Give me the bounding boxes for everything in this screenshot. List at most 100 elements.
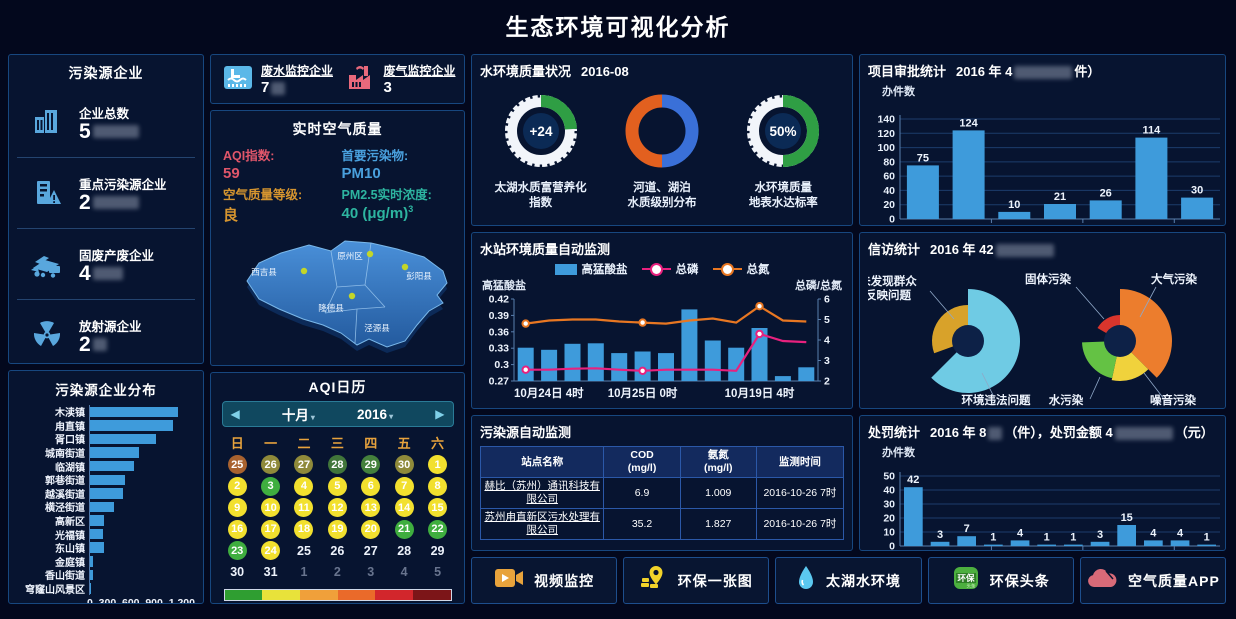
redacted-value xyxy=(92,196,139,210)
site-name-link[interactable]: 赫比（苏州）通讯科技有限公司 xyxy=(484,480,600,505)
taihu-water-button[interactable]: 太湖水环境 xyxy=(775,557,922,604)
district-label: 隆德县 xyxy=(318,303,344,313)
calendar-day[interactable]: 29 xyxy=(354,454,387,476)
district-map[interactable]: 原州区 西吉县 彭阳县 隆德县 泾源县 xyxy=(219,229,456,360)
stat-row-solid-waste: 固废产废企业 4 xyxy=(17,229,195,300)
bar xyxy=(798,367,815,381)
map-marker-dot[interactable] xyxy=(300,267,308,275)
calendar-day[interactable]: 1 xyxy=(300,565,308,580)
year-select[interactable]: 2016 ▾ xyxy=(357,406,394,422)
calendar-day[interactable]: 27 xyxy=(363,543,378,558)
calendar-grid: 日一二三四五六 25 26 27 28 29 30 1 2 3 4 5 6 7 8 9 10 11 12 13 14 15… xyxy=(221,431,455,583)
district-label: 泾源县 xyxy=(364,323,390,333)
district-label: 彭阳县 xyxy=(406,271,432,281)
air-quality-app-button[interactable]: 空气质量APP xyxy=(1079,557,1227,604)
svg-text:1: 1 xyxy=(990,532,996,544)
next-month-arrow[interactable]: ▶ xyxy=(435,407,445,421)
calendar-day[interactable]: 27 xyxy=(287,454,320,476)
panel-title: 水站环境质量自动监测 xyxy=(480,242,611,257)
gauge-label: 水环境质量 地表水达标率 xyxy=(748,182,818,209)
bar xyxy=(541,349,558,381)
calendar-day[interactable]: 17 xyxy=(254,519,287,541)
calendar-day[interactable]: 9 xyxy=(221,497,254,519)
right-axis-name: 总磷/总氮 xyxy=(794,280,842,292)
panel-title: 处罚统计 2016 年 8 （件），处罚金额 4 （元） xyxy=(868,425,1214,441)
calendar-day[interactable]: 13 xyxy=(354,497,387,519)
map-marker-dot[interactable] xyxy=(401,263,409,271)
bar xyxy=(1044,204,1076,219)
calendar-day[interactable]: 15 xyxy=(421,497,454,519)
calendar-day[interactable]: 16 xyxy=(221,519,254,541)
bar xyxy=(90,420,173,431)
calendar-day[interactable]: 24 xyxy=(254,540,287,562)
svg-text:4: 4 xyxy=(1150,527,1157,539)
panel-title: 污染源自动监测 xyxy=(480,425,572,440)
redacted-value xyxy=(92,125,139,139)
calendar-day[interactable]: 4 xyxy=(400,565,408,580)
bar xyxy=(904,487,923,546)
calendar-day[interactable]: 30 xyxy=(387,454,420,476)
calendar-day[interactable]: 21 xyxy=(387,519,420,541)
calendar-day[interactable]: 31 xyxy=(263,565,278,580)
calendar-day[interactable]: 22 xyxy=(421,519,454,541)
svg-text:20: 20 xyxy=(883,513,895,525)
legend-item[interactable]: 总氮 xyxy=(712,261,770,277)
legend-label: 优 xyxy=(224,603,262,604)
prev-month-arrow[interactable]: ◀ xyxy=(230,407,240,421)
calendar-day[interactable]: 20 xyxy=(354,519,387,541)
calendar-day[interactable]: 2 xyxy=(333,565,341,580)
calendar-day[interactable]: 28 xyxy=(397,543,412,558)
calendar-day[interactable]: 4 xyxy=(287,476,320,498)
svg-text:噪音污染: 噪音污染 xyxy=(1150,393,1196,407)
calendar-day[interactable]: 8 xyxy=(421,476,454,498)
bar xyxy=(984,544,1003,546)
calendar-day[interactable]: 25 xyxy=(297,543,311,558)
y-axis-label: 办件数 xyxy=(882,447,915,459)
distribution-chart: 木渎镇 甪直镇 胥口镇 城南街道 临湖镇 郭巷街道 越溪街道 横泾街道 高新区 … xyxy=(17,403,195,603)
bar xyxy=(564,343,581,381)
legend-item[interactable]: 高猛酸盐 xyxy=(554,261,628,277)
svg-text:140: 140 xyxy=(877,114,895,126)
water-quality-gauges: +24 太湖水质富营养化 指数 河道、湖泊 水质级别分布 50% 水环境质量 地表水达标率 xyxy=(480,83,844,211)
svg-text:环境违法问题: 环境违法问题 xyxy=(962,393,1031,407)
page-title: 生态环境可视化分析 xyxy=(505,14,731,40)
aqi-legend: 优良轻度中度重度严重 xyxy=(223,589,452,604)
page-header: 生态环境可视化分析 xyxy=(0,0,1236,50)
water-station-panel: 水站环境质量自动监测 高猛酸盐 总磷 总氮 高猛酸盐 总磷/总氮 0.27 0.3 0.… xyxy=(471,232,853,409)
calendar-day[interactable]: 25 xyxy=(221,454,254,476)
stat-label: 放射源企业 xyxy=(79,319,142,334)
svg-text:120: 120 xyxy=(877,128,895,140)
env-map-button[interactable]: 环保一张图 xyxy=(623,557,770,604)
env-headline-button[interactable]: 环保 头条 环保头条 xyxy=(927,557,1074,604)
legend-item[interactable]: 总磷 xyxy=(641,261,699,277)
calendar-day[interactable]: 7 xyxy=(387,476,420,498)
calendar-day[interactable]: 29 xyxy=(430,543,445,558)
calendar-day[interactable]: 18 xyxy=(287,519,320,541)
day-header: 二 xyxy=(297,436,311,451)
calendar-day[interactable]: 30 xyxy=(230,565,245,580)
calendar-day[interactable]: 26 xyxy=(330,543,345,558)
calendar-day[interactable]: 11 xyxy=(287,497,320,519)
video-monitor-button[interactable]: 视频监控 xyxy=(471,557,618,604)
calendar-day[interactable]: 28 xyxy=(321,454,354,476)
svg-text:+24: +24 xyxy=(529,124,552,139)
svg-text:80: 80 xyxy=(883,156,895,168)
calendar-day[interactable]: 12 xyxy=(321,497,354,519)
calendar-day[interactable]: 5 xyxy=(321,476,354,498)
calendar-day[interactable]: 2 xyxy=(221,476,254,498)
calendar-day[interactable]: 5 xyxy=(434,565,442,580)
map-marker-dot[interactable] xyxy=(366,250,374,258)
svg-text:10月25日 0时: 10月25日 0时 xyxy=(608,386,678,400)
calendar-day[interactable]: 3 xyxy=(254,476,287,498)
calendar-day[interactable]: 23 xyxy=(221,540,254,562)
site-name-link[interactable]: 苏州甪直新区污水处理有限公司 xyxy=(484,511,600,536)
month-select[interactable]: 十月 ▾ xyxy=(281,408,315,423)
calendar-day[interactable]: 14 xyxy=(387,497,420,519)
calendar-day[interactable]: 10 xyxy=(254,497,287,519)
calendar-day[interactable]: 6 xyxy=(354,476,387,498)
calendar-day[interactable]: 26 xyxy=(254,454,287,476)
calendar-day[interactable]: 3 xyxy=(367,565,375,580)
calendar-day[interactable]: 19 xyxy=(321,519,354,541)
map-marker-dot[interactable] xyxy=(348,292,356,300)
calendar-day[interactable]: 1 xyxy=(421,454,454,476)
